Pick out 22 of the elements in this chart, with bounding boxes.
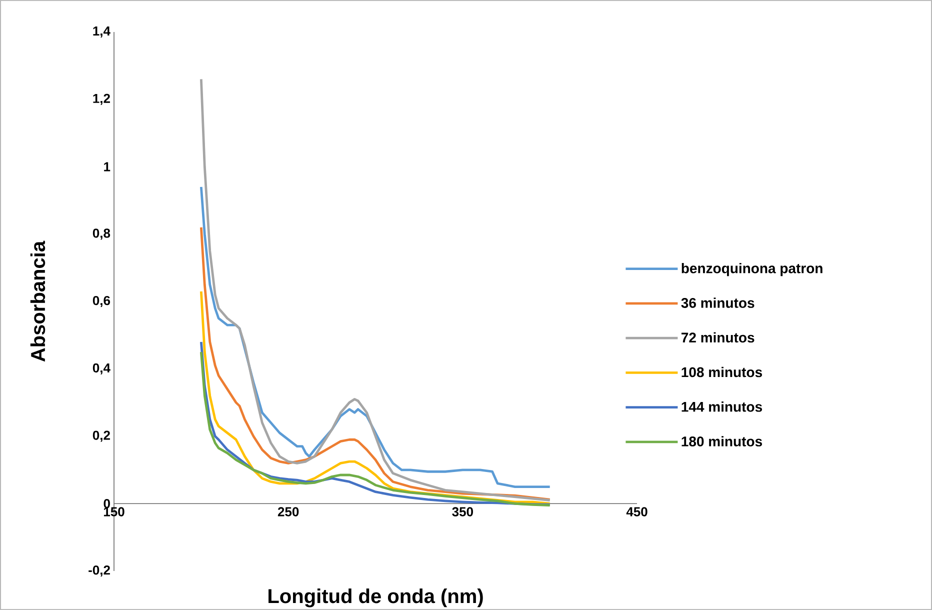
y-tick-label: 0,2 xyxy=(92,430,110,442)
x-tick-label: 250 xyxy=(278,507,299,516)
legend-label: 36 minutos xyxy=(681,298,754,308)
x-tick-label: 350 xyxy=(452,507,473,516)
x-axis-title: Longitud de onda (nm) xyxy=(268,588,483,608)
x-tick-label: 150 xyxy=(104,507,124,516)
legend-label: 72 minutos xyxy=(682,332,754,343)
y-tick-label: 1,2 xyxy=(93,94,110,105)
line-series xyxy=(200,226,552,501)
y-tick-label: 0,8 xyxy=(92,228,110,240)
y-tick-label: -0,2 xyxy=(88,565,110,577)
legend-label: 144 minutos xyxy=(682,402,762,412)
legend-label: benzoquinona patron xyxy=(682,263,822,276)
legend-label: 180 minutos xyxy=(682,436,762,446)
y-axis-title: Absorbancia xyxy=(30,240,46,362)
x-tick-label: 450 xyxy=(626,507,648,516)
y-tick-label: 1 xyxy=(104,162,110,172)
y-tick-label: 0 xyxy=(104,499,110,508)
y-tick-label: 0,4 xyxy=(92,363,110,374)
legend-label: 108 minutos xyxy=(682,366,762,378)
y-tick-label: 0,6 xyxy=(92,296,110,308)
y-tick-label: 1,4 xyxy=(93,26,110,38)
